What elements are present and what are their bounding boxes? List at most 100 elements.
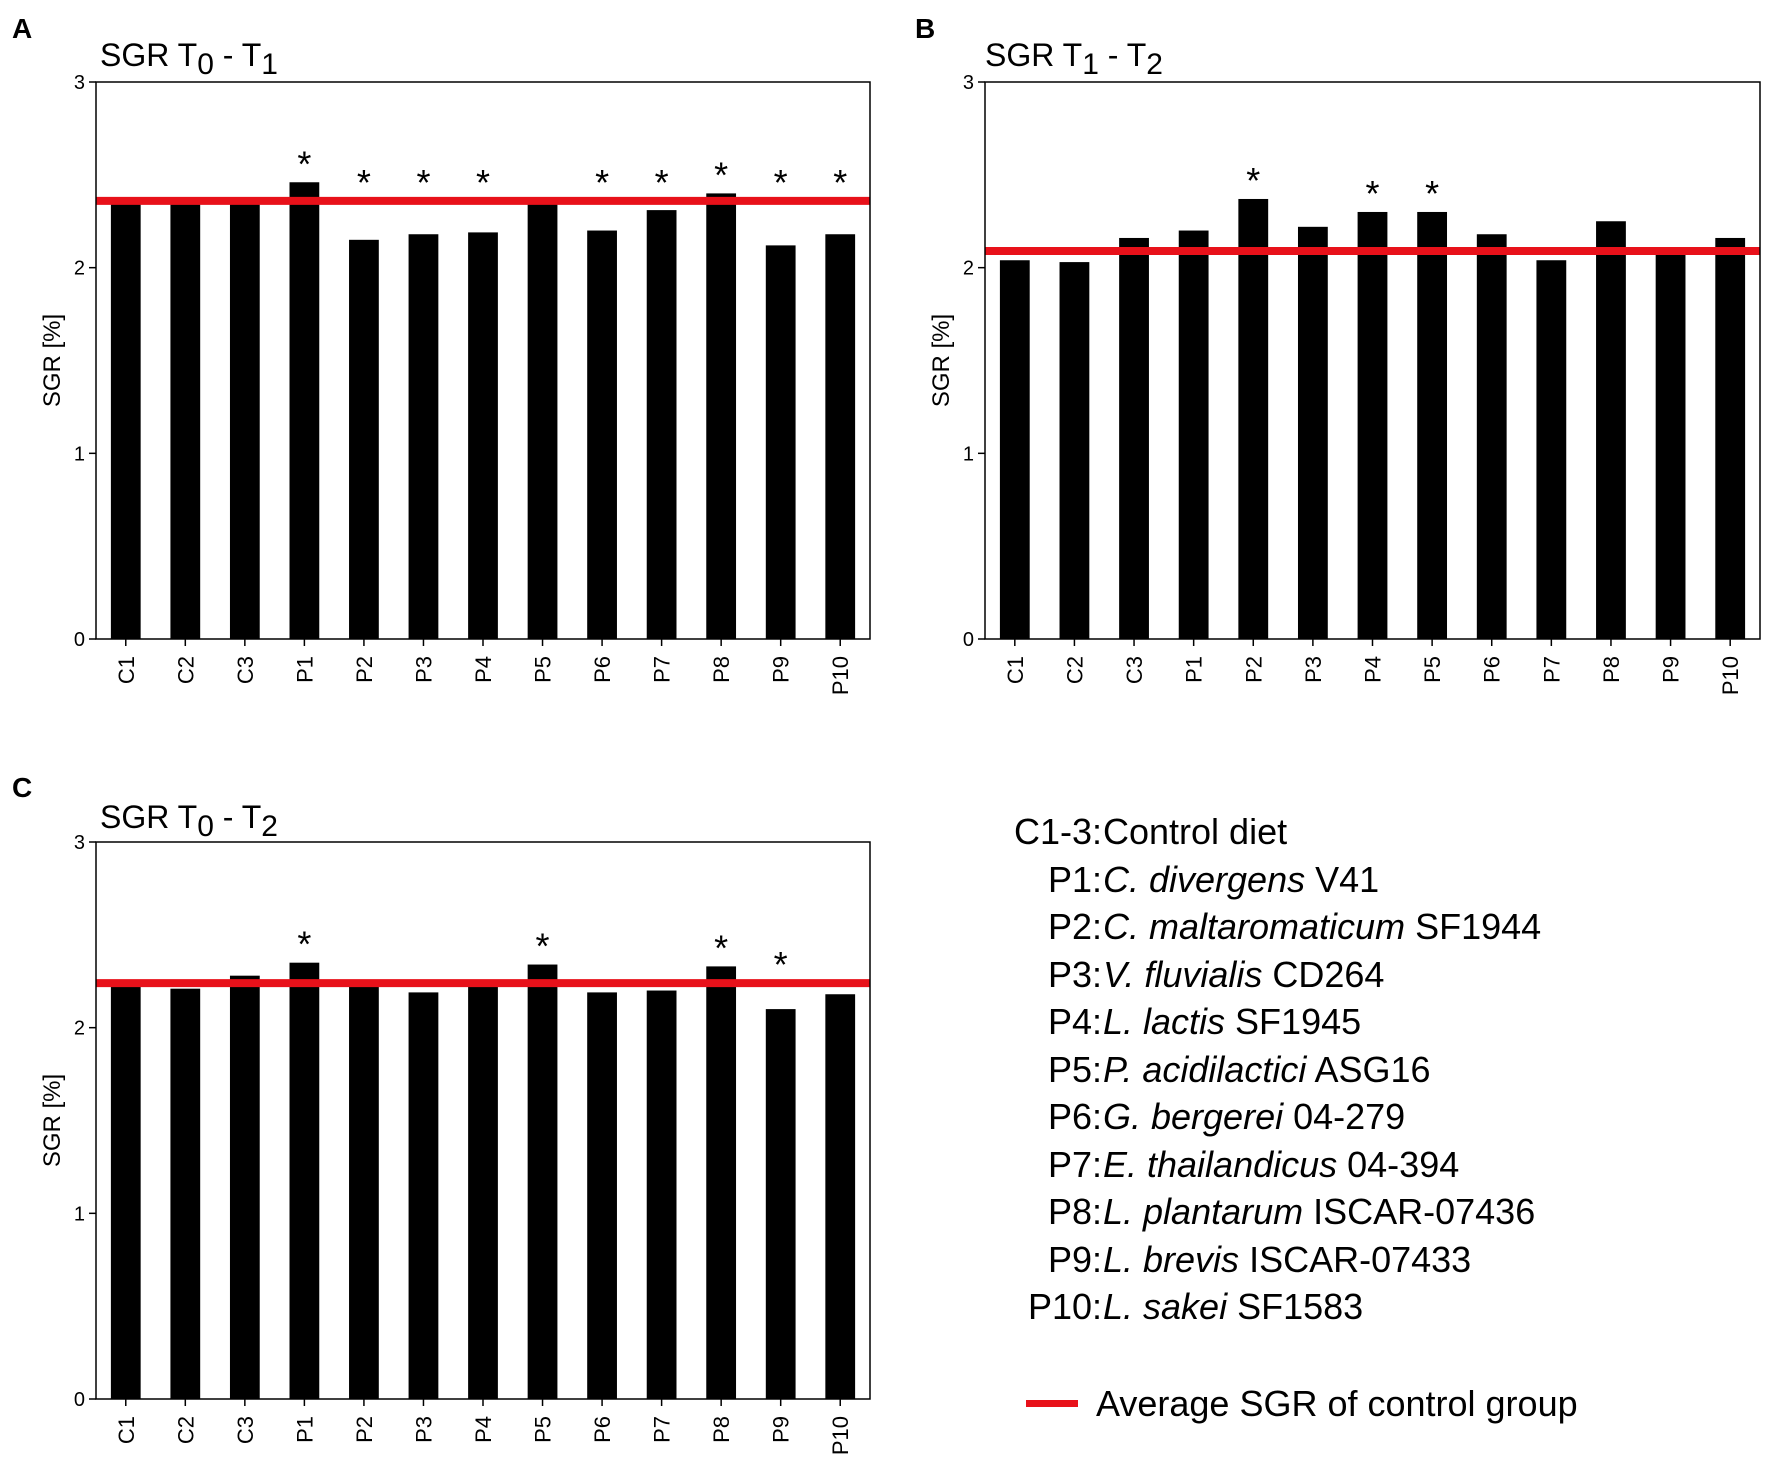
x-tick-label: P2: [352, 656, 377, 683]
bar-p8: [1596, 221, 1626, 639]
x-tick-label: P1: [292, 1416, 317, 1443]
x-tick-label: P3: [1301, 656, 1326, 683]
legend-code: P9:: [1047, 1238, 1102, 1280]
legend-code: P4:: [1047, 1001, 1102, 1042]
significance-star: *: [833, 162, 847, 203]
bar-p9: [1655, 252, 1686, 639]
panel-label: C: [12, 772, 32, 803]
bar-c3: [229, 198, 260, 639]
significance-star: *: [774, 162, 788, 203]
panel-label: A: [12, 13, 32, 44]
x-tick-label: P6: [1480, 656, 1505, 683]
bar-p5: [527, 200, 558, 639]
bar-p9: [765, 1009, 796, 1399]
bar-p7: [1536, 260, 1567, 639]
legend-description: L. lactis SF1945: [1103, 1001, 1362, 1042]
panel-a: A SGR T0 - T1 * * * * * * * * * 0 1 2 3 SGR [%] C1 C2 C3 P1…: [12, 13, 871, 695]
x-tick-label: P1: [1182, 656, 1207, 683]
y-axis-label: SGR [%]: [928, 314, 955, 407]
legend-code: P6:: [1047, 1096, 1102, 1137]
significance-star: *: [416, 162, 430, 203]
bar-p2: [349, 239, 379, 640]
average-line-legend: Average SGR of control group: [1026, 1383, 1578, 1425]
x-tick-label: P9: [769, 656, 794, 683]
x-tick-label: P8: [1599, 656, 1624, 683]
bar-c3: [229, 975, 260, 1399]
y-tick-label: 2: [74, 258, 85, 280]
bar-c2: [170, 988, 201, 1399]
bar-p3: [408, 992, 439, 1399]
x-tick-label: P5: [1420, 656, 1445, 683]
bar-p7: [646, 210, 677, 640]
panel-c: C SGR T0 - T2 * * * * 0 1 2 3 SGR [%] C1 C2 C3 P1 P2 P3 P…: [12, 772, 871, 1455]
legend-species: L. lactis: [1103, 1001, 1226, 1042]
legend-description: G. bergerei 04-279: [1103, 1096, 1406, 1137]
y-tick-label: 1: [74, 1203, 85, 1225]
x-tick-label: P6: [590, 1416, 615, 1443]
x-tick-label: P3: [411, 656, 436, 683]
legend-species: G. bergerei: [1103, 1096, 1284, 1137]
legend-species: L. sakei: [1103, 1286, 1228, 1327]
legend-species: V. fluvialis: [1103, 953, 1263, 995]
bar-p5: [1417, 211, 1448, 639]
legend-species: E. thailandicus: [1103, 1143, 1338, 1185]
significance-star: *: [476, 162, 490, 203]
legend-description: V. fluvialis CD264: [1103, 953, 1385, 995]
x-tick-label: P8: [709, 656, 734, 683]
x-tick-label: C2: [173, 656, 198, 684]
legend-code: P5:: [1047, 1048, 1102, 1090]
y-axis-label: SGR [%]: [39, 314, 66, 407]
significance-star: *: [1246, 160, 1260, 201]
bar-p6: [1476, 234, 1507, 639]
x-tick-label: C3: [233, 656, 258, 684]
legend-species: L. brevis: [1103, 1238, 1240, 1280]
x-tick-label: P3: [411, 1416, 436, 1443]
x-tick-label: P7: [1539, 656, 1564, 683]
legend-code: P1:: [1047, 858, 1102, 900]
panel-label: B: [915, 13, 935, 44]
y-tick-label: 0: [963, 629, 974, 651]
red-line-swatch: [1026, 1399, 1078, 1407]
legend-description: L. brevis ISCAR-07433: [1103, 1238, 1472, 1280]
y-tick-label: 2: [74, 1018, 85, 1040]
legend-code: P2:: [1047, 906, 1102, 947]
legend-description: P. acidilactici ASG16: [1103, 1048, 1431, 1090]
legend-code: C1-3:: [1013, 811, 1102, 852]
legend-species: P. acidilactici: [1103, 1048, 1307, 1090]
x-tick-label: C2: [1062, 656, 1087, 684]
y-tick-label: 0: [74, 629, 85, 651]
legend-description: C. divergens V41: [1103, 858, 1380, 900]
bar-p1: [1178, 230, 1209, 640]
significance-star: *: [714, 927, 728, 968]
x-tick-label: P2: [1241, 656, 1266, 683]
legend-description: E. thailandicus 04-394: [1103, 1143, 1460, 1185]
x-tick-label: C2: [173, 1416, 198, 1444]
y-tick-label: 3: [74, 832, 85, 854]
y-tick-label: 0: [74, 1389, 85, 1411]
y-tick-label: 3: [74, 72, 85, 94]
significance-star: *: [655, 162, 669, 203]
bar-p10: [1715, 237, 1746, 639]
bar-p8: [706, 193, 737, 639]
bar-p6: [587, 230, 617, 640]
x-tick-label: P6: [590, 656, 615, 683]
bar-p1: [289, 962, 320, 1399]
bar-p4: [468, 983, 498, 1399]
x-tick-label: C1: [1003, 656, 1028, 684]
bar-p4: [468, 232, 498, 639]
x-tick-label: P4: [471, 1416, 496, 1443]
significance-star: *: [714, 154, 728, 195]
significance-star: *: [1365, 173, 1379, 214]
significance-star: *: [357, 162, 371, 203]
bar-p2: [349, 983, 379, 1399]
bar-p10: [825, 234, 856, 639]
x-tick-label: P5: [531, 1416, 556, 1443]
x-tick-label: P5: [531, 656, 556, 683]
legend-description: C. maltaromaticum SF1944: [1103, 906, 1542, 947]
legend-code: P3:: [1047, 953, 1102, 995]
x-tick-label: P9: [1659, 656, 1684, 683]
bar-c3: [1119, 237, 1149, 639]
x-tick-label: C1: [114, 1416, 139, 1444]
legend-description: Control diet: [1103, 811, 1288, 852]
bar-c2: [1059, 262, 1090, 639]
